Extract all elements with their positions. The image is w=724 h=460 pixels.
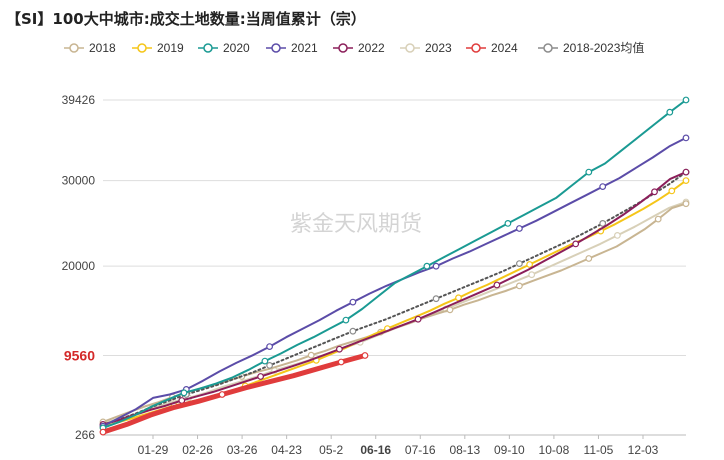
- series-line-2022: [102, 171, 687, 426]
- watermark: 紫金天风期货: [290, 212, 422, 237]
- data-point: [493, 281, 501, 289]
- data-point: [361, 352, 369, 359]
- legend-marker: [471, 43, 481, 53]
- x-axis: 01-29 02-26 03-26 04-23 05-2 06-16 07-16 08-13 0…: [103, 434, 686, 457]
- data-point: [218, 391, 226, 398]
- x-tick-label: 12-03: [628, 443, 659, 457]
- data-point: [342, 316, 350, 324]
- y-tick-label: 30000: [62, 174, 96, 188]
- data-point: [423, 262, 431, 270]
- data-point: [307, 351, 315, 359]
- data-point: [504, 219, 512, 227]
- series-line-2020: [102, 99, 687, 429]
- x-tick-label: 10-08: [539, 443, 570, 457]
- legend-label: 2024: [491, 41, 518, 55]
- x-highlight-label: 06-16: [360, 443, 391, 457]
- legend-marker: [137, 43, 147, 53]
- legend-marker: [271, 43, 281, 53]
- data-point: [682, 134, 690, 142]
- data-point: [599, 183, 607, 191]
- legend-label: 2022: [358, 41, 385, 55]
- data-point: [414, 315, 422, 323]
- legend-label: 2020: [223, 41, 250, 55]
- data-point: [599, 219, 607, 227]
- legend-label: 2018: [89, 41, 116, 55]
- x-tick-label: 02-26: [182, 443, 213, 457]
- data-point: [349, 298, 357, 306]
- data-point: [516, 225, 523, 232]
- legend-marker: [405, 43, 415, 53]
- legend: 2018 2019 2020 2021 2022 2023 2024 2018-2023均值: [64, 40, 644, 55]
- y-tick-label: 20000: [62, 259, 96, 273]
- data-point: [266, 362, 274, 369]
- grid: [103, 99, 686, 356]
- series-line-2021: [102, 136, 687, 428]
- data-point: [682, 177, 690, 185]
- data-point: [682, 200, 690, 208]
- data-point: [516, 260, 523, 268]
- data-point: [432, 295, 440, 303]
- data-point: [682, 96, 690, 104]
- y-tick-label: 266: [75, 428, 95, 442]
- chart-title: 【SI】100大中城市:成交土地数量:当周值累计（宗）: [6, 10, 366, 28]
- legend-marker: [338, 43, 348, 53]
- data-point: [614, 231, 621, 239]
- data-point: [266, 343, 274, 351]
- data-point: [516, 282, 523, 290]
- legend-marker: [69, 43, 79, 53]
- data-point: [432, 262, 440, 270]
- data-point: [349, 327, 357, 335]
- legend-marker: [543, 43, 553, 53]
- data-point: [446, 306, 454, 314]
- data-point: [180, 389, 188, 397]
- legend-label: 2018-2023均值: [563, 40, 644, 55]
- x-tick-label: 11-05: [584, 443, 614, 457]
- data-point: [528, 271, 536, 279]
- series-group: [99, 96, 690, 436]
- data-point: [654, 215, 662, 223]
- x-tick-label: 03-26: [227, 443, 258, 457]
- legend-label: 2019: [157, 41, 184, 55]
- legend-label: 2021: [291, 41, 318, 55]
- series-line-20182023: [102, 171, 687, 427]
- y-tick-label: 39426: [62, 93, 96, 107]
- data-point: [336, 345, 343, 353]
- data-point: [668, 187, 676, 195]
- x-tick-label: 09-10: [494, 443, 525, 457]
- data-point: [572, 240, 580, 248]
- y-axis: 266 20000 30000 39426 9560: [62, 93, 96, 442]
- legend-label: 2023: [425, 41, 452, 55]
- x-tick-label: 07-16: [405, 443, 436, 457]
- data-point: [337, 358, 345, 366]
- x-tick-label: 05-2: [319, 443, 343, 457]
- data-point: [526, 261, 533, 268]
- x-tick-label: 08-13: [449, 443, 480, 457]
- data-point: [585, 168, 593, 176]
- x-tick-label: 04-23: [271, 443, 302, 457]
- y-highlight-label: 9560: [64, 347, 95, 363]
- data-point: [261, 357, 269, 365]
- data-point: [257, 373, 265, 380]
- data-point: [651, 188, 658, 196]
- legend-marker: [203, 43, 213, 53]
- data-point: [666, 108, 674, 116]
- data-point: [585, 255, 593, 262]
- series-line-2024: [100, 353, 368, 435]
- x-tick-label: 01-29: [138, 443, 169, 457]
- data-point: [682, 168, 690, 176]
- data-point: [99, 428, 107, 436]
